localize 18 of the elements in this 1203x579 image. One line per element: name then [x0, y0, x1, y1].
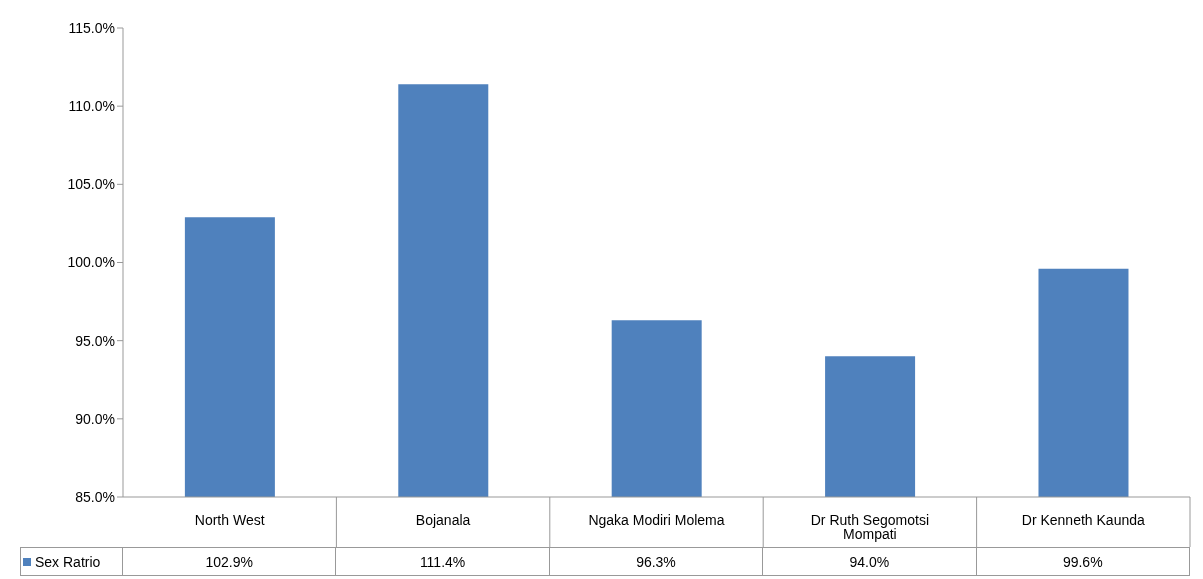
- data-label: 99.6%: [976, 548, 1190, 575]
- data-label: 111.4%: [336, 548, 550, 575]
- y-tick-label: 85.0%: [75, 488, 115, 505]
- x-tick-label: Ngaka Modiri Molema: [588, 511, 725, 528]
- data-label: 96.3%: [549, 548, 764, 575]
- y-tick-label: 95.0%: [75, 332, 115, 349]
- data-label: 102.9%: [123, 548, 337, 575]
- y-tick-label: 90.0%: [75, 410, 115, 427]
- x-tick-label: North West: [194, 511, 265, 528]
- y-tick-label: 115.0%: [68, 19, 115, 36]
- x-tick-label: Dr Ruth Segomotsi Mompati: [810, 511, 930, 542]
- y-tick-label: 110.0%: [68, 98, 115, 115]
- legend-label: Sex Ratrio: [35, 553, 101, 570]
- y-tick-label: 100.0%: [67, 254, 115, 271]
- y-tick-label: 105.0%: [67, 176, 115, 193]
- x-tick-label: Dr Kenneth Kaunda: [1021, 511, 1145, 528]
- data-label: 94.0%: [763, 548, 977, 575]
- x-tick-label: Bojanala: [415, 511, 471, 528]
